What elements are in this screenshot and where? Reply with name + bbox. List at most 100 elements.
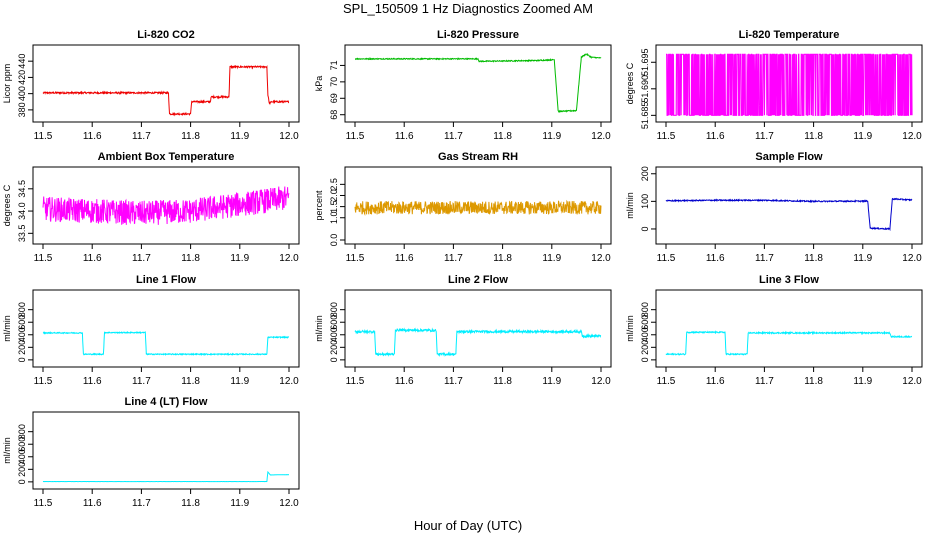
x-tick-label: 11.7 (755, 131, 774, 142)
y-tick-label: 200 (17, 340, 27, 355)
y-tick-label: 800 (17, 302, 27, 317)
x-tick-label: 11.9 (853, 376, 872, 387)
y-tick-label: 34.5 (17, 180, 27, 198)
y-tick-label: 440 (17, 54, 27, 69)
y-tick-label: 51.685 (640, 102, 650, 130)
x-tick-label: 11.5 (34, 376, 53, 387)
y-tick-label: 1.0 (329, 211, 339, 224)
y-tick-label: 800 (329, 302, 339, 317)
y-tick-label: 34.0 (17, 202, 27, 220)
x-tick-label: 11.6 (706, 253, 725, 264)
x-tick-label: 11.5 (657, 376, 676, 387)
y-axis-label: ml/min (2, 437, 12, 464)
panel-title: Line 3 Flow (759, 274, 819, 286)
x-tick-label: 12.0 (902, 376, 922, 387)
y-tick-label: 200 (17, 462, 27, 477)
x-tick-label: 11.7 (132, 253, 151, 264)
y-tick-label: 33.5 (17, 225, 27, 243)
panel-1: Li-820 CO2 Licor ppm 11.5 11.6 11.7 11.8 11.9 1… (2, 29, 300, 142)
plot-frame (655, 44, 923, 123)
y-tick-label: 800 (640, 302, 650, 317)
panel-title: Line 2 Flow (448, 274, 508, 286)
y-tick-label: 600 (640, 315, 650, 330)
y-tick-label: 200 (640, 340, 650, 355)
y-tick-label: 400 (17, 327, 27, 342)
x-tick-label: 11.7 (444, 253, 463, 264)
y-tick-label: 400 (17, 86, 27, 101)
x-tick-label: 11.9 (542, 376, 561, 387)
panel-8: Line 2 Flow ml/min 11.5 11.6 11.7 11.8 11.9 12.… (314, 274, 612, 387)
y-axis-label: degrees C (625, 62, 635, 104)
y-tick-label: 800 (17, 424, 27, 439)
x-tick-label: 11.6 (83, 498, 102, 509)
panel-4: Ambient Box Temperature degrees C 11.5 11.6… (2, 151, 300, 264)
x-tick-label: 11.5 (657, 131, 676, 142)
y-axis-label: ml/min (314, 315, 324, 342)
y-tick-label: 2.5 (329, 178, 339, 191)
figure-title: SPL_150509 1 Hz Diagnostics Zoomed AM (342, 1, 594, 16)
series-line (355, 52, 602, 114)
plot-frame (655, 289, 923, 368)
y-axis-label: Licor ppm (2, 64, 12, 104)
x-tick-label: 12.0 (279, 498, 299, 509)
y-axis-label: ml/min (2, 315, 12, 342)
y-tick-label: 68 (329, 110, 339, 120)
x-tick-label: 11.5 (657, 253, 676, 264)
y-tick-label: 600 (17, 437, 27, 452)
x-tick-label: 11.7 (444, 376, 463, 387)
y-tick-label: 600 (17, 315, 27, 330)
series-line (42, 470, 289, 483)
panel-3: Li-820 Temperature degrees C 11.5 11.6 11.7 1… (625, 29, 923, 142)
x-tick-label: 11.5 (34, 253, 53, 264)
panel-10: Line 4 (LT) Flow ml/min 11.5 11.6 11.7 11.8 11… (2, 396, 300, 509)
y-tick-label: 420 (17, 70, 27, 85)
y-tick-label: 100 (640, 194, 650, 209)
x-tick-label: 11.9 (230, 131, 249, 142)
y-tick-label: 0 (17, 357, 27, 362)
panel-6: Sample Flow ml/min 11.5 11.6 11.7 11.8 11.9 12.… (625, 151, 923, 264)
y-tick-label: 51.695 (640, 49, 650, 77)
x-tick-label: 11.9 (853, 253, 872, 264)
series-line (42, 64, 290, 117)
plot-frame (655, 166, 923, 245)
panel-title: Gas Stream RH (438, 151, 518, 163)
panel-title: Li-820 CO2 (137, 29, 194, 41)
y-tick-label: 69 (329, 93, 339, 103)
x-tick-label: 11.9 (230, 376, 249, 387)
series-line (42, 331, 290, 357)
y-tick-label: 400 (17, 449, 27, 464)
y-tick-label: 0 (640, 226, 650, 231)
panel-2: Li-820 Pressure kPa 11.5 11.6 11.7 11.8 11.9 12… (314, 29, 612, 142)
y-tick-label: 2.0 (329, 189, 339, 202)
x-tick-label: 11.5 (346, 253, 365, 264)
panel-5: Gas Stream RH percent 11.5 11.6 11.7 11.8 11.9… (314, 151, 612, 264)
y-axis-label: kPa (314, 76, 324, 92)
x-tick-label: 11.8 (493, 253, 512, 264)
x-tick-label: 11.6 (83, 376, 102, 387)
x-tick-label: 11.7 (755, 376, 774, 387)
x-axis-label: Hour of Day (UTC) (413, 518, 523, 533)
x-tick-label: 11.6 (706, 376, 725, 387)
y-axis-label: percent (314, 190, 324, 221)
x-tick-label: 11.7 (132, 498, 151, 509)
y-tick-label: 0 (640, 357, 650, 362)
x-tick-label: 11.7 (132, 376, 151, 387)
y-axis-label: ml/min (625, 192, 635, 219)
panel-title: Sample Flow (755, 151, 823, 163)
panel-title: Li-820 Pressure (437, 29, 519, 41)
series-line (665, 197, 913, 232)
series-line (42, 186, 290, 225)
y-tick-label: 380 (17, 102, 27, 117)
x-tick-label: 12.0 (591, 131, 611, 142)
x-tick-label: 11.8 (493, 376, 512, 387)
plot-frame (32, 44, 300, 123)
x-tick-label: 11.5 (34, 498, 53, 509)
x-tick-label: 11.8 (804, 253, 823, 264)
x-tick-label: 12.0 (279, 131, 299, 142)
x-tick-label: 11.7 (444, 131, 463, 142)
x-tick-label: 11.9 (230, 498, 249, 509)
panel-title: Line 4 (LT) Flow (125, 396, 208, 408)
plot-frame (32, 289, 300, 368)
panel-7: Line 1 Flow ml/min 11.5 11.6 11.7 11.8 11.9 12.… (2, 274, 300, 387)
x-tick-label: 11.9 (853, 131, 872, 142)
